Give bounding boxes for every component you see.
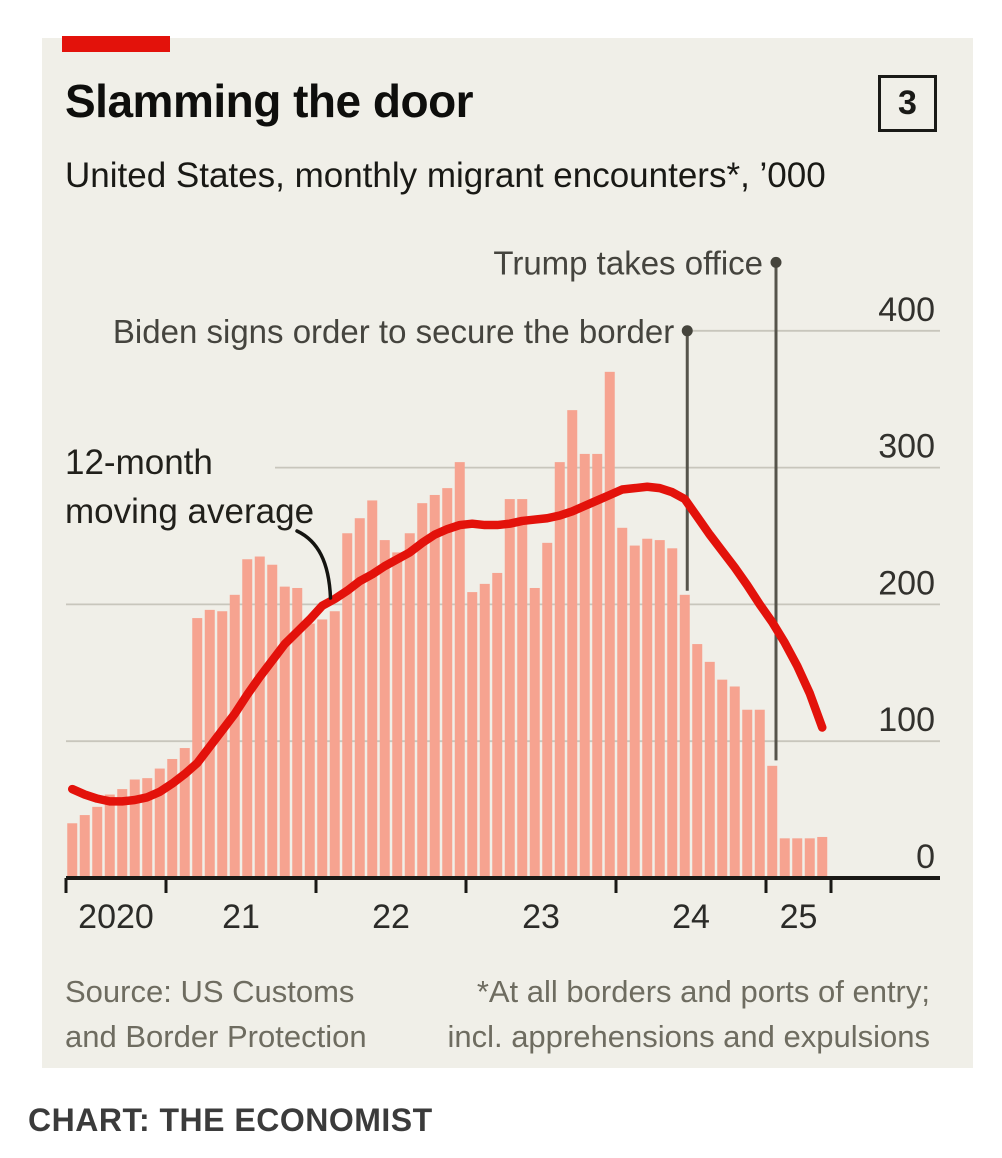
x-axis-label-23: 23 bbox=[522, 898, 560, 936]
bar-2022-05 bbox=[367, 500, 378, 878]
bar-2021-09 bbox=[267, 564, 278, 878]
bar-2022-10 bbox=[429, 494, 440, 878]
bar-2020-10 bbox=[129, 779, 140, 878]
bar-2020-08 bbox=[104, 794, 115, 878]
bar-2021-05 bbox=[217, 611, 228, 878]
index-badge: 3 bbox=[878, 75, 937, 132]
bar-2024-05 bbox=[667, 548, 678, 878]
footnote: *At all borders and ports of entry; incl… bbox=[447, 969, 930, 1059]
source-line2: and Border Protection bbox=[65, 1019, 367, 1054]
x-axis-label-21: 21 bbox=[222, 898, 260, 936]
annotation-label-biden-signs-order-to-secure-the-border: Biden signs order to secure the border bbox=[113, 313, 674, 350]
annotation-label-trump-takes-office: Trump takes office bbox=[493, 244, 763, 281]
bar-2023-07 bbox=[542, 542, 553, 878]
bar-2022-12 bbox=[454, 462, 465, 878]
bar-2021-11 bbox=[292, 587, 303, 878]
bar-2023-05 bbox=[517, 499, 528, 878]
x-axis-label-25: 25 bbox=[780, 898, 818, 936]
moving-average-line bbox=[68, 482, 827, 806]
bar-2023-08 bbox=[554, 462, 565, 878]
bar-2021-03 bbox=[192, 618, 203, 878]
bar-2020-07 bbox=[92, 806, 103, 878]
y-axis-label-200: 200 bbox=[878, 564, 935, 602]
bar-2024-06 bbox=[679, 594, 690, 878]
moving-average-label-line1: 12-month bbox=[65, 443, 213, 482]
bar-2023-04 bbox=[504, 499, 515, 878]
bar-2023-02 bbox=[479, 583, 490, 878]
bar-2023-03 bbox=[492, 572, 503, 878]
bar-2022-03 bbox=[342, 533, 353, 878]
bar-2024-03 bbox=[642, 538, 653, 878]
bar-2024-07 bbox=[692, 644, 703, 878]
footnote-line2: incl. apprehensions and expulsions bbox=[447, 1019, 930, 1054]
footnote-line1: *At all borders and ports of entry; bbox=[476, 974, 930, 1009]
bar-2021-12 bbox=[304, 623, 315, 878]
chart-credit: CHART: THE ECONOMIST bbox=[28, 1102, 433, 1138]
bar-2024-11 bbox=[742, 709, 753, 878]
bar-2025-05 bbox=[817, 836, 828, 878]
bar-2021-07 bbox=[242, 559, 253, 878]
bar-2024-09 bbox=[717, 679, 728, 878]
bar-2020-09 bbox=[117, 789, 128, 878]
source-note: Source: US Customs and Border Protection bbox=[65, 969, 367, 1059]
x-axis-label-2020: 2020 bbox=[78, 898, 154, 936]
bar-2025-03 bbox=[792, 838, 803, 878]
chart-subtitle: United States, monthly migrant encounter… bbox=[65, 156, 826, 195]
bar-2021-06 bbox=[229, 594, 240, 878]
x-axis-label-22: 22 bbox=[372, 898, 410, 936]
bar-2024-10 bbox=[729, 686, 740, 878]
bar-2024-02 bbox=[629, 545, 640, 878]
source-line1: Source: US Customs bbox=[65, 974, 355, 1009]
y-axis-label-100: 100 bbox=[878, 701, 935, 739]
annotation-dot-biden-signs-order-to-secure-the-border bbox=[681, 325, 693, 337]
moving-average-label: 12-month moving average bbox=[65, 438, 314, 536]
bar-2020-06 bbox=[79, 815, 90, 878]
bar-2022-11 bbox=[442, 488, 453, 878]
bar-2024-08 bbox=[704, 661, 715, 878]
bar-2022-02 bbox=[329, 611, 340, 878]
bar-2021-02 bbox=[179, 748, 190, 878]
bar-2023-10 bbox=[579, 453, 590, 878]
bar-2025-04 bbox=[804, 838, 815, 878]
bar-2024-01 bbox=[617, 527, 628, 878]
y-axis-label-0: 0 bbox=[916, 838, 935, 876]
bar-2023-01 bbox=[467, 592, 478, 878]
y-axis-label-300: 300 bbox=[878, 428, 935, 466]
moving-average-pointer-arrow bbox=[295, 529, 333, 600]
bar-2022-01 bbox=[317, 619, 328, 878]
annotation-dot-trump-takes-office bbox=[770, 256, 782, 268]
bar-2025-02 bbox=[779, 838, 790, 878]
bar-2020-12 bbox=[154, 768, 165, 878]
bar-2023-09 bbox=[567, 410, 578, 878]
bar-2020-05 bbox=[67, 823, 78, 878]
bar-2020-11 bbox=[142, 778, 153, 878]
bar-2023-12 bbox=[604, 371, 615, 878]
bar-2023-06 bbox=[529, 587, 540, 878]
moving-average-label-line2: moving average bbox=[65, 492, 315, 531]
bar-2021-10 bbox=[279, 586, 290, 878]
bar-2025-01 bbox=[767, 765, 778, 878]
bar-2022-04 bbox=[354, 518, 365, 878]
bar-2021-08 bbox=[254, 556, 265, 878]
bar-2022-09 bbox=[417, 503, 428, 878]
bar-2024-04 bbox=[654, 540, 665, 878]
economist-red-tab bbox=[62, 36, 170, 52]
bar-2024-12 bbox=[754, 709, 765, 878]
bar-2022-07 bbox=[392, 552, 403, 878]
bar-2022-06 bbox=[379, 540, 390, 878]
bar-2021-01 bbox=[167, 758, 178, 878]
bar-2023-11 bbox=[592, 453, 603, 878]
y-axis-label-400: 400 bbox=[878, 291, 935, 329]
page-title: Slamming the door bbox=[65, 75, 474, 127]
x-axis-label-24: 24 bbox=[672, 898, 710, 936]
bar-2022-08 bbox=[404, 533, 415, 878]
